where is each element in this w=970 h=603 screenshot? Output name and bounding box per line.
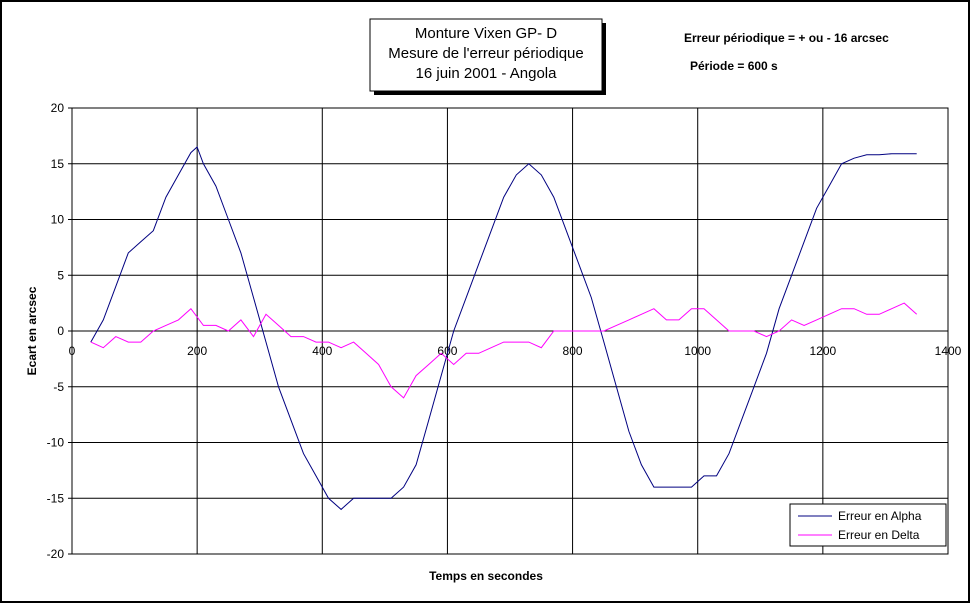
legend: Erreur en Alpha Erreur en Delta: [789, 503, 947, 547]
title-box: Monture Vixen GP- D Mesure de l'erreur pé…: [369, 18, 606, 95]
y-tick-label: -15: [47, 491, 65, 505]
annotation-period: Période = 600 s: [690, 59, 778, 73]
x-tick-label: 1200: [810, 344, 837, 358]
y-tick-label: -20: [47, 547, 65, 561]
chart-title-line: 16 juin 2001 - Angola: [416, 65, 558, 82]
x-tick-label: 0: [69, 344, 76, 358]
y-tick-label: -5: [53, 380, 64, 394]
title-box-border: [369, 18, 603, 92]
chart-title-line: Monture Vixen GP- D: [415, 25, 557, 42]
legend-label: Erreur en Delta: [838, 528, 920, 542]
y-tick-label: 20: [51, 101, 65, 115]
legend-box: [789, 503, 947, 547]
y-axis-label: Ecart en arcsec: [25, 286, 39, 375]
x-tick-label: 400: [312, 344, 332, 358]
series-line-alpha: [90, 146, 917, 511]
x-tick-label: 200: [187, 344, 207, 358]
x-tick-label: 1000: [684, 344, 711, 358]
x-tick-label: 800: [563, 344, 583, 358]
legend-label: Erreur en Alpha: [838, 509, 922, 523]
y-tick-label: -10: [47, 436, 65, 450]
annotation-amplitude: Erreur périodique = + ou - 16 arcsec: [684, 31, 889, 45]
y-tick-label: 0: [57, 324, 64, 338]
chart-title-line: Mesure de l'erreur périodique: [388, 45, 583, 62]
annotations: Erreur périodique = + ou - 16 arcsec Péri…: [684, 31, 889, 73]
y-tick-label: 10: [51, 213, 65, 227]
y-tick-label: 15: [51, 157, 65, 171]
y-tick-label: 5: [57, 268, 64, 282]
x-axis-label: Temps en secondes: [429, 569, 543, 583]
series-line-delta: [90, 302, 918, 399]
x-tick-label: 1400: [935, 344, 962, 358]
